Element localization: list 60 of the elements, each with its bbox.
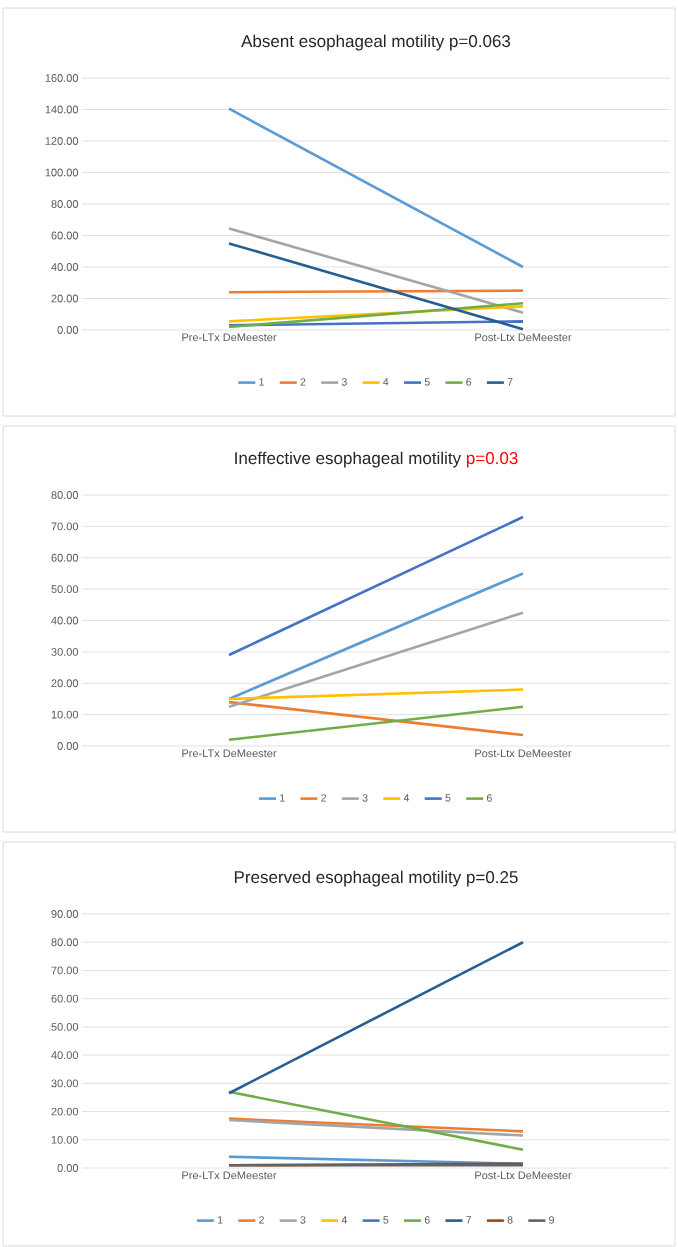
legend-label: 1: [259, 378, 264, 386]
y-tick-label: 70.00: [51, 522, 79, 531]
y-tick-label: 160.00: [45, 74, 79, 82]
legend-label: 3: [300, 1216, 306, 1224]
legend-label: 1: [217, 1216, 223, 1224]
y-tick-label: 20.00: [51, 294, 79, 303]
y-tick-label: 70.00: [51, 966, 79, 975]
y-tick-label: 60.00: [51, 553, 79, 562]
legend-label: 3: [341, 378, 347, 386]
x-tick-label: Post-Ltx DeMeester: [475, 1171, 572, 1180]
legend-label: 5: [445, 794, 451, 802]
y-tick-label: 30.00: [51, 647, 79, 656]
legend-label: 2: [300, 378, 306, 386]
legend-label: 6: [487, 794, 492, 802]
chart-title: Preserved esophageal motility p=0.25: [234, 870, 518, 887]
legend-label: 5: [424, 378, 430, 386]
y-tick-label: 30.00: [51, 1079, 79, 1088]
legend-label: 4: [403, 794, 410, 802]
y-tick-label: 60.00: [51, 231, 79, 240]
y-tick-label: 40.00: [51, 1051, 79, 1060]
legend-label: 7: [466, 1216, 472, 1224]
y-tick-label: 140.00: [45, 105, 79, 114]
legend-label: 9: [549, 1216, 554, 1224]
legend-label: 5: [383, 1216, 389, 1224]
y-tick-label: 80.00: [51, 491, 79, 499]
y-tick-label: 50.00: [51, 585, 79, 594]
x-tick-label: Post-Ltx DeMeester: [475, 333, 572, 342]
x-tick-label: Pre-LTx DeMeester: [182, 333, 277, 342]
y-tick-label: 60.00: [51, 994, 79, 1003]
legend-label: 8: [507, 1216, 513, 1224]
legend-label: 1: [280, 794, 285, 802]
y-tick-label: 0.00: [57, 326, 79, 334]
legend-label: 2: [321, 794, 327, 802]
x-tick-label: Post-Ltx DeMeester: [475, 749, 572, 758]
chart-title: Absent esophageal motility p=0.063: [241, 34, 511, 51]
legend-label: 6: [466, 378, 472, 386]
y-tick-label: 120.00: [45, 137, 79, 145]
y-tick-label: 90.00: [51, 910, 79, 918]
y-tick-label: 10.00: [51, 710, 79, 719]
y-tick-label: 80.00: [51, 938, 79, 947]
y-tick-label: 40.00: [51, 263, 79, 271]
y-tick-label: 100.00: [45, 168, 79, 177]
legend-label: 4: [383, 378, 389, 386]
y-tick-label: 80.00: [51, 200, 79, 208]
legend-label: 2: [259, 1216, 264, 1224]
y-tick-label: 50.00: [51, 1023, 79, 1031]
x-tick-label: Pre-LTx DeMeester: [182, 749, 277, 758]
legend-label: 4: [341, 1216, 347, 1224]
x-tick-label: Pre-LTx DeMeester: [182, 1171, 277, 1180]
y-tick-label: 10.00: [51, 1135, 79, 1144]
legend-label: 6: [424, 1216, 430, 1224]
y-tick-label: 20.00: [51, 1107, 79, 1116]
text: p=0.03: [466, 452, 518, 468]
chart-title: Ineffective esophageal motility: [235, 451, 462, 468]
y-tick-label: 40.00: [51, 616, 79, 625]
y-tick-label: 20.00: [51, 679, 79, 688]
legend-label: 7: [507, 378, 513, 386]
y-tick-label: 0.00: [57, 1164, 79, 1172]
y-tick-label: 0.00: [57, 742, 79, 750]
legend-label: 3: [362, 794, 368, 802]
